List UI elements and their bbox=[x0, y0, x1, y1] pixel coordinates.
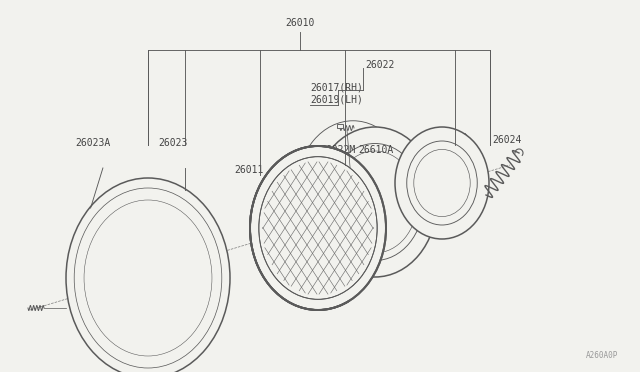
Ellipse shape bbox=[407, 141, 477, 225]
Ellipse shape bbox=[66, 178, 230, 372]
Ellipse shape bbox=[297, 121, 409, 255]
Text: 26022: 26022 bbox=[365, 60, 394, 70]
Text: 26011: 26011 bbox=[234, 165, 264, 175]
Text: 26017(RH): 26017(RH) bbox=[310, 83, 363, 93]
Text: 26029: 26029 bbox=[438, 133, 467, 143]
Ellipse shape bbox=[259, 157, 377, 299]
Text: 26022M: 26022M bbox=[320, 145, 355, 155]
Ellipse shape bbox=[313, 127, 437, 277]
Ellipse shape bbox=[326, 144, 424, 260]
Ellipse shape bbox=[333, 151, 417, 253]
Text: A260A0P: A260A0P bbox=[586, 351, 618, 360]
Text: 26019(LH): 26019(LH) bbox=[310, 95, 363, 105]
Text: 26610A: 26610A bbox=[358, 145, 393, 155]
Ellipse shape bbox=[395, 127, 489, 239]
Ellipse shape bbox=[414, 150, 470, 217]
Ellipse shape bbox=[84, 200, 212, 356]
Text: 26023A: 26023A bbox=[75, 138, 110, 148]
Text: 26010: 26010 bbox=[285, 18, 315, 28]
Ellipse shape bbox=[74, 188, 222, 368]
Text: 26023: 26023 bbox=[158, 138, 188, 148]
Text: 26024: 26024 bbox=[492, 135, 522, 145]
Ellipse shape bbox=[250, 146, 386, 310]
Bar bbox=[337, 124, 343, 128]
